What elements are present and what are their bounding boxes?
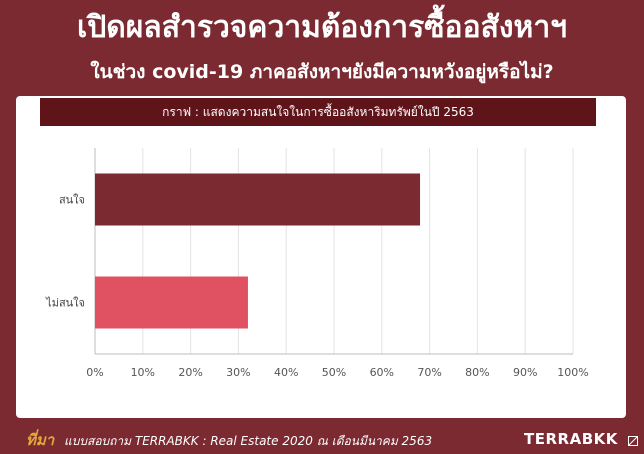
x-tick-label: 60% — [370, 366, 394, 379]
x-tick-label: 50% — [322, 366, 346, 379]
page-subtitle: ในช่วง covid-19 ภาคอสังหาฯยังมีความหวังอ… — [90, 61, 554, 83]
x-tick-label: 80% — [465, 366, 489, 379]
chart-panel — [16, 96, 626, 418]
x-tick-label: 70% — [417, 366, 441, 379]
x-tick-label: 40% — [274, 366, 298, 379]
source-note: ที่มา แบบสอบถาม TERRABKK : Real Estate 2… — [26, 428, 432, 452]
brand-logo: TERRABKK — [524, 430, 618, 448]
brand-mark-icon — [628, 436, 638, 446]
source-label: ที่มา — [26, 431, 55, 449]
x-tick-label: 30% — [226, 366, 250, 379]
bar — [95, 173, 421, 226]
x-tick-label: 0% — [86, 366, 103, 379]
x-tick-label: 90% — [513, 366, 537, 379]
bar — [95, 276, 248, 329]
chart-title: กราฟ : แสดงความสนใจในการซื้ออสังหาริมทรั… — [40, 98, 596, 126]
y-category-label: สนใจ — [59, 194, 85, 207]
y-category-label: ไม่สนใจ — [45, 297, 85, 310]
source-text: แบบสอบถาม TERRABKK : Real Estate 2020 ณ … — [64, 434, 433, 448]
x-tick-label: 100% — [557, 366, 588, 379]
x-tick-label: 10% — [131, 366, 155, 379]
page-title: เปิดผลสำรวจความต้องการซื้ออสังหาฯ — [76, 10, 568, 45]
x-tick-label: 20% — [178, 366, 202, 379]
